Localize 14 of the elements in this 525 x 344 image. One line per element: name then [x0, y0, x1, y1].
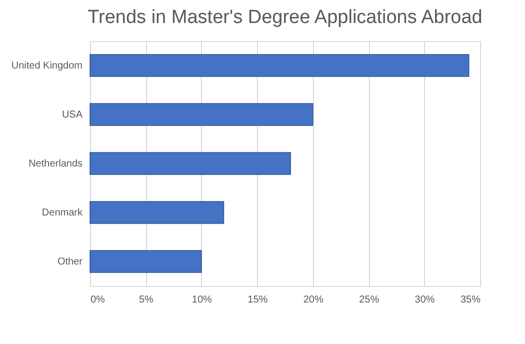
x-tick-label: 20% — [303, 294, 324, 306]
chart-title: Trends in Master's Degree Applications Abroad — [88, 7, 482, 28]
y-tick-label: United Kingdom — [11, 60, 82, 72]
y-tick-label: USA — [62, 110, 83, 120]
x-tick-label: 0% — [90, 294, 106, 306]
y-tick-label: Other — [57, 256, 84, 268]
y-tick-label: Netherlands — [28, 158, 82, 170]
x-tick-label: 25% — [359, 294, 380, 306]
x-tick-label: 30% — [414, 294, 435, 306]
x-tick-label: 10% — [192, 294, 212, 306]
y-tick-label: Denmark — [42, 208, 84, 218]
x-tick-label: 5% — [138, 294, 154, 306]
x-tick-label: 15% — [248, 294, 268, 306]
x-tick-label: 35% — [460, 294, 481, 306]
